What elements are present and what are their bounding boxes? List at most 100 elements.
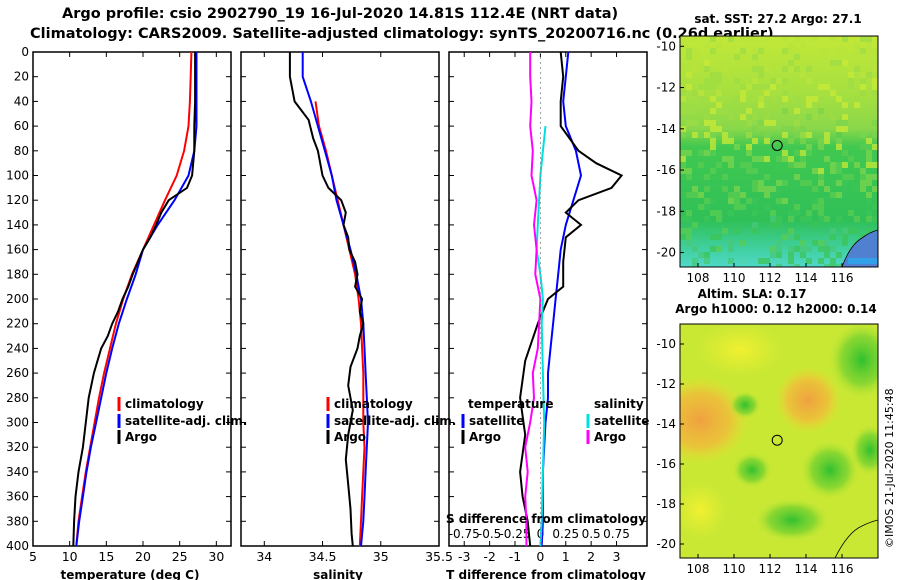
difference-lines	[519, 51, 624, 547]
difference-legend: temperature satellite Argo salinity sate…	[461, 397, 649, 444]
map-x-tick-label: 114	[795, 562, 818, 576]
map-y-tick-label: -20	[656, 537, 676, 551]
figure-title-line1: Argo profile: csio 2902790_19 16-Jul-202…	[62, 6, 619, 22]
map-y-tick-label: -12	[656, 377, 676, 391]
y-tick-label: 0	[21, 45, 29, 59]
sst-map-title: sat. SST: 27.2 Argo: 27.1	[694, 12, 861, 26]
sla-map-title-line2: Argo h1000: 0.12 h2000: 0.14	[675, 302, 876, 316]
map-y-tick-label: -14	[656, 417, 676, 431]
x-tick-label: 15	[98, 549, 114, 564]
legend-satellite-label: satellite-adj. clim.	[125, 414, 247, 428]
s-diff-tick-label: -0.75	[449, 527, 480, 541]
y-tick-label: 220	[6, 317, 29, 331]
y-tick-label: 20	[14, 70, 29, 84]
map-x-tick-label: 112	[759, 562, 782, 576]
temperature-difference-xlabel: T difference from climatology	[446, 568, 646, 580]
salinity-panel: 34 34.5 35 35.5 climatology satellite-adj. …	[240, 51, 456, 580]
y-tick-label: 340	[6, 465, 29, 479]
legend-t-satellite-label: satellite	[469, 414, 524, 428]
y-tick-label: 360	[6, 490, 29, 504]
series-line-argo	[72, 52, 197, 547]
argo-location-marker	[771, 434, 783, 446]
legend-s-satellite-label: satellite	[594, 414, 649, 428]
series-line-s-argo	[524, 52, 542, 546]
temperature-panel: 5 10 15 20 25 3002040608010012014016018020022…	[6, 45, 247, 580]
x-tick-label: 30	[208, 549, 224, 564]
map-y-tick-label: -16	[656, 163, 676, 177]
y-tick-label: 320	[6, 440, 29, 454]
s-diff-tick-label: -0.25	[499, 527, 530, 541]
legend-satellite-label: satellite-adj. clim.	[334, 414, 456, 428]
map-y-tick-label: -10	[656, 39, 676, 53]
map-x-tick-label: 108	[687, 562, 710, 576]
legend-climatology-label: climatology	[334, 397, 413, 411]
legend-argo-label: Argo	[125, 430, 157, 444]
y-tick-label: 260	[6, 366, 29, 380]
map-x-tick-label: 112	[759, 271, 782, 285]
x-tick-label: 5	[29, 549, 37, 564]
map-x-tick-label: 108	[687, 271, 710, 285]
map-x-tick-label: 110	[723, 271, 746, 285]
x-tick-label: 1	[562, 549, 570, 564]
sla-map-ticks: 108 110 112 114 116 -10 -12 -14 -16 -18 -20	[656, 337, 853, 576]
s-diff-tick-label: 0.25	[552, 527, 579, 541]
salinity-xlabel: salinity	[313, 568, 363, 580]
y-tick-label: 280	[6, 391, 29, 405]
x-tick-label: 34.5	[309, 549, 337, 564]
sst-map-panel: sat. SST: 27.2 Argo: 27.1 108 110 112 114 11…	[656, 12, 879, 285]
y-tick-label: 60	[14, 119, 29, 133]
x-tick-label: 34	[256, 549, 272, 564]
sla-field	[680, 324, 878, 558]
series-line-satellite-adj-clim-	[75, 52, 198, 547]
series-line-t-argo	[519, 51, 624, 547]
salinity-difference-label: S difference from climatology	[446, 512, 646, 526]
map-y-tick-label: -12	[656, 81, 676, 95]
map-y-tick-label: -10	[656, 337, 676, 351]
coastline	[841, 229, 878, 267]
s-diff-tick-label: -0.5	[478, 527, 501, 541]
x-tick-label: 35	[373, 549, 389, 564]
legend-salinity-title: salinity	[594, 397, 644, 411]
y-tick-label: 180	[6, 267, 29, 281]
series-line-climatology	[314, 101, 366, 547]
x-tick-label: 10	[62, 549, 78, 564]
map-y-tick-label: -14	[656, 122, 676, 136]
series-line-s-satellite	[535, 125, 547, 547]
sla-map-panel: Altim. SLA: 0.17 Argo h1000: 0.12 h2000:…	[656, 287, 879, 576]
s-diff-tick-label: 0.5	[582, 527, 601, 541]
map-y-tick-label: -20	[656, 246, 676, 260]
temperature-xlabel: temperature (deg C)	[61, 568, 200, 580]
coastline	[834, 519, 878, 558]
x-tick-label: 25	[172, 549, 188, 564]
y-tick-label: 240	[6, 341, 29, 355]
legend-s-argo-label: Argo	[594, 430, 626, 444]
y-tick-label: 120	[6, 193, 29, 207]
x-tick-label: -2	[483, 549, 495, 564]
temperature-legend: climatology satellite-adj. clim. Argo	[117, 397, 247, 444]
map-y-tick-label: -18	[656, 497, 676, 511]
y-tick-label: 380	[6, 514, 29, 528]
legend-argo-label: Argo	[334, 430, 366, 444]
map-y-tick-label: -18	[656, 204, 676, 218]
s-diff-tick-label: 0.75	[603, 527, 630, 541]
x-tick-label: 0	[536, 549, 544, 564]
y-tick-label: 100	[6, 169, 29, 183]
sst-map-ticks: 108 110 112 114 116 -10 -12 -14 -16 -18 -20	[656, 39, 853, 285]
salinity-legend: climatology satellite-adj. clim. Argo	[326, 397, 456, 444]
x-tick-label: -1	[509, 549, 521, 564]
imos-timestamp: ©IMOS 21-Jul-2020 11:45:48	[883, 388, 896, 548]
temperature-lines	[72, 51, 198, 547]
map-x-tick-label: 110	[723, 562, 746, 576]
salinity-lines	[288, 52, 370, 547]
series-line-argo	[288, 52, 365, 547]
y-tick-label: 400	[6, 539, 29, 553]
map-x-tick-label: 116	[831, 271, 854, 285]
y-tick-label: 80	[14, 144, 29, 158]
sla-map-title-line1: Altim. SLA: 0.17	[698, 287, 807, 301]
map-y-tick-label: -16	[656, 457, 676, 471]
y-tick-label: 300	[6, 416, 29, 430]
x-tick-label: 20	[135, 549, 151, 564]
map-x-tick-label: 114	[795, 271, 818, 285]
difference-panel: -3 -2 -1 0 1 2 3-0.75-0.5-0.25 0 0.25 0.5 0.75 tem…	[446, 51, 649, 580]
